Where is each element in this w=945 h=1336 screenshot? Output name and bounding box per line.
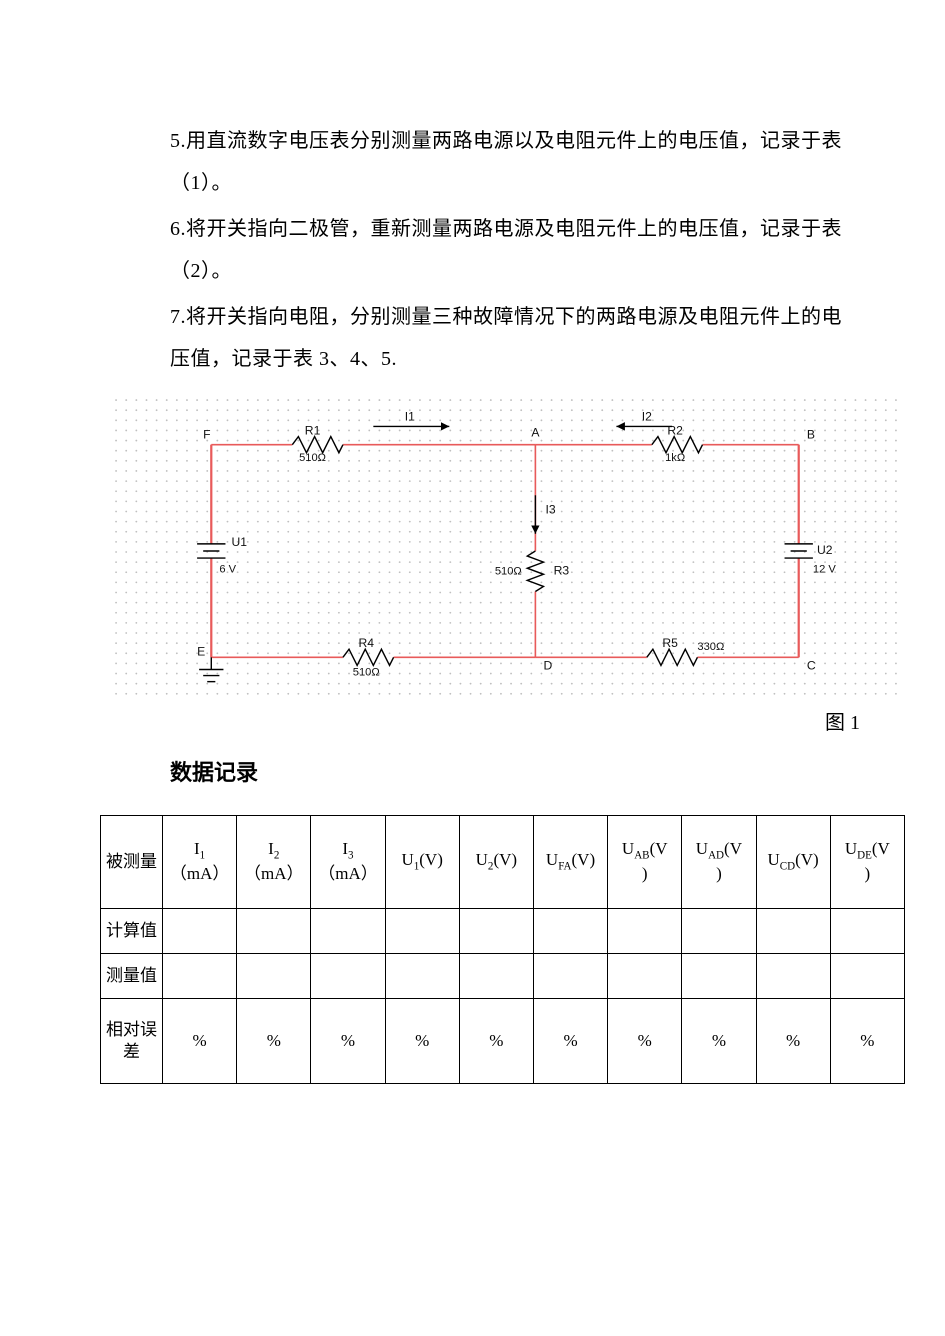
r3-value: 510Ω: [495, 565, 522, 577]
col-header-UFA: UFA(V): [533, 815, 607, 908]
document-page: 5.用直流数字电压表分别测量两路电源以及电阻元件上的电压值，记录于表（1）。 6…: [0, 0, 945, 1336]
wires: [211, 445, 798, 658]
node-F: F: [203, 428, 210, 442]
r5-value: 330Ω: [697, 641, 724, 653]
u2-value: 12 V: [813, 563, 836, 575]
paragraph-5: 5.用直流数字电压表分别测量两路电源以及电阻元件上的电压值，记录于表（1）。: [170, 120, 845, 204]
table-cell: %: [311, 998, 385, 1083]
components: R1 510Ω R2 1kΩ R3 510Ω R4 510Ω R5 330Ω: [197, 424, 836, 682]
currents: I1 I2 I3: [373, 409, 672, 533]
table-cell: [237, 908, 311, 953]
col-header-UAB: UAB(V): [608, 815, 682, 908]
table-cell: [459, 953, 533, 998]
table-row: 计算值: [101, 908, 905, 953]
i3-label: I3: [546, 503, 556, 517]
table-cell: [682, 908, 756, 953]
data-table-wrap: 被测量I1（mA）I2（mA）I3（mA）U1(V)U2(V)UFA(V)UAB…: [100, 815, 905, 1084]
table-cell: %: [459, 998, 533, 1083]
table-cell: [237, 953, 311, 998]
node-C: C: [807, 658, 816, 672]
circuit-figure: R1 510Ω R2 1kΩ R3 510Ω R4 510Ω R5 330Ω: [110, 394, 900, 735]
table-cell: %: [533, 998, 607, 1083]
col-header-UDE: UDE(V): [830, 815, 904, 908]
row-label: 测量值: [101, 953, 163, 998]
table-cell: [163, 953, 237, 998]
table-body: 计算值测量值相对误差%%%%%%%%%%: [101, 908, 905, 1083]
paragraph-7: 7.将开关指向电阻，分别测量三种故障情况下的两路电源及电阻元件上的电压值，记录于…: [170, 296, 845, 380]
row-label: 相对误差: [101, 998, 163, 1083]
table-cell: [608, 908, 682, 953]
r4-label: R4: [358, 636, 374, 650]
col-header-UAD: UAD(V): [682, 815, 756, 908]
table-cell: [682, 953, 756, 998]
node-D: D: [543, 658, 552, 672]
u1-label: U1: [232, 535, 248, 549]
node-E: E: [197, 644, 205, 658]
i1-label: I1: [405, 409, 415, 423]
table-cell: %: [385, 998, 459, 1083]
col-header-U2: U2(V): [459, 815, 533, 908]
circuit-diagram-svg: R1 510Ω R2 1kΩ R3 510Ω R4 510Ω R5 330Ω: [110, 394, 900, 698]
table-cell: [608, 953, 682, 998]
table-cell: %: [608, 998, 682, 1083]
table-cell: [385, 908, 459, 953]
instruction-paragraphs: 5.用直流数字电压表分别测量两路电源以及电阻元件上的电压值，记录于表（1）。 6…: [170, 120, 845, 380]
r3-label: R3: [554, 563, 570, 577]
table-cell: [533, 908, 607, 953]
node-B: B: [807, 428, 815, 442]
table-cell: [163, 908, 237, 953]
u1-value: 6 V: [219, 563, 236, 575]
table-cell: [459, 908, 533, 953]
table-cell: [533, 953, 607, 998]
row-label: 计算值: [101, 908, 163, 953]
r2-label: R2: [667, 424, 683, 438]
data-table: 被测量I1（mA）I2（mA）I3（mA）U1(V)U2(V)UFA(V)UAB…: [100, 815, 905, 1084]
paragraph-6: 6.将开关指向二极管，重新测量两路电源及电阻元件上的电压值，记录于表（2）。: [170, 208, 845, 292]
i2-label: I2: [642, 409, 652, 423]
table-cell: %: [756, 998, 830, 1083]
node-labels: F A B E D C: [197, 426, 816, 673]
table-cell: [756, 953, 830, 998]
col-header-I3: I3（mA）: [311, 815, 385, 908]
node-A: A: [531, 426, 540, 440]
table-cell: [830, 908, 904, 953]
table-cell: %: [830, 998, 904, 1083]
table-cell: [385, 953, 459, 998]
u2-label: U2: [817, 543, 833, 557]
section-heading: 数据记录: [170, 755, 845, 787]
col-header-label: 被测量: [101, 815, 163, 908]
table-cell: %: [682, 998, 756, 1083]
table-cell: [830, 953, 904, 998]
table-row: 测量值: [101, 953, 905, 998]
r5-label: R5: [662, 636, 678, 650]
r1-label: R1: [305, 424, 321, 438]
col-header-U1: U1(V): [385, 815, 459, 908]
r2-value: 1kΩ: [665, 452, 685, 464]
r4-value: 510Ω: [353, 667, 380, 679]
r1-value: 510Ω: [299, 452, 326, 464]
table-row: 相对误差%%%%%%%%%%: [101, 998, 905, 1083]
table-cell: [756, 908, 830, 953]
figure-caption: 图 1: [110, 706, 900, 735]
table-cell: %: [237, 998, 311, 1083]
table-cell: %: [163, 998, 237, 1083]
table-header-row: 被测量I1（mA）I2（mA）I3（mA）U1(V)U2(V)UFA(V)UAB…: [101, 815, 905, 908]
col-header-UCD: UCD(V): [756, 815, 830, 908]
col-header-I1: I1（mA）: [163, 815, 237, 908]
table-cell: [311, 908, 385, 953]
table-cell: [311, 953, 385, 998]
col-header-I2: I2（mA）: [237, 815, 311, 908]
